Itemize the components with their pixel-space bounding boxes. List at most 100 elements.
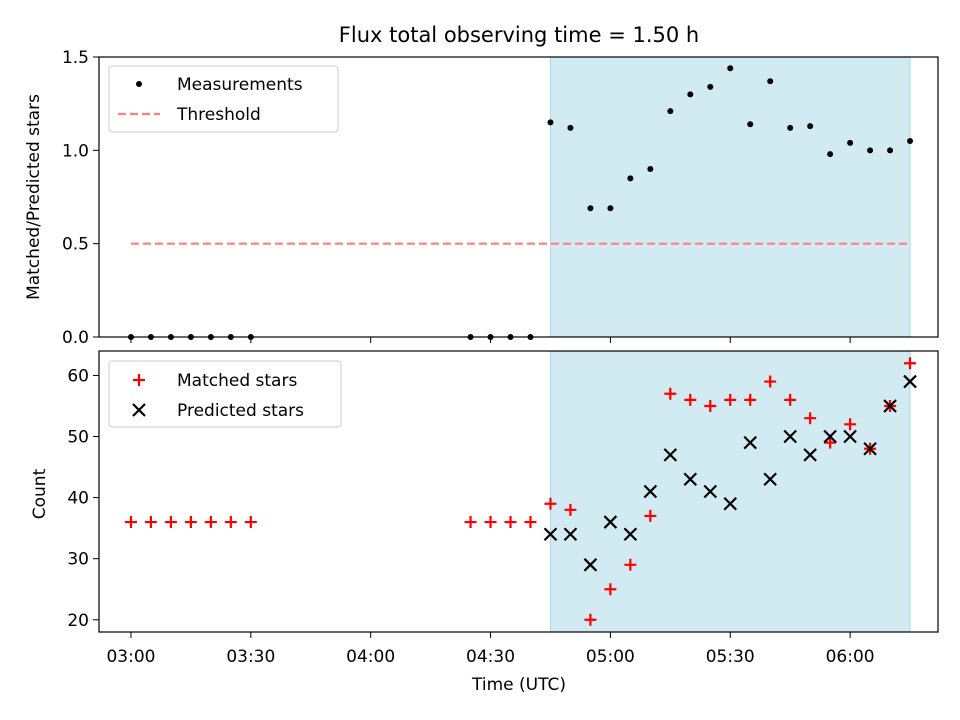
matched-star-point (784, 393, 797, 406)
legend-matched-marker (133, 374, 145, 386)
x-axis-label: Time (UTC) (471, 675, 566, 695)
matched-star-point (164, 516, 177, 529)
legend-measurements-marker (136, 81, 142, 87)
matched-star-point (664, 387, 677, 400)
matched-star-point (684, 393, 697, 406)
matched-star-point (804, 412, 817, 425)
bottom-panel: 20 30 40 50 60 03:00 03:30 04:00 04:30 05:00 05:30… (67, 350, 939, 667)
top-axes-frame (98, 56, 939, 338)
measurement-point (687, 91, 694, 98)
predicted-star-point (723, 496, 738, 511)
bottom-x-tick-label: 03:00 (106, 647, 155, 667)
bottom-y-tick-label: 60 (67, 366, 89, 386)
top-y-tick-label: 1.0 (62, 141, 89, 161)
matched-star-point (504, 516, 517, 529)
matched-star-point (604, 583, 617, 596)
bottom-y-tick-label: 30 (67, 550, 89, 570)
measurement-point (627, 175, 634, 182)
bottom-y-axis-label: Count (30, 468, 50, 519)
predicted-star-point (823, 429, 837, 444)
matched-star-point (244, 516, 257, 529)
matched-star-point (744, 393, 757, 406)
bottom-y-tick-label: 40 (67, 489, 89, 509)
predicted-star-point (583, 558, 598, 572)
measurement-point (567, 124, 574, 131)
matched-star-point (144, 516, 157, 529)
matched-star-point (584, 613, 597, 626)
bottom-x-tick-label: 05:30 (706, 647, 755, 667)
measurement-point (847, 139, 854, 146)
top-chart-title: Flux total observing time = 1.50 h (339, 23, 699, 47)
matched-star-point (564, 503, 577, 516)
matched-star-point (824, 436, 837, 449)
matched-star-point (484, 516, 497, 529)
measurement-point (667, 108, 674, 115)
legend-measurements-label: Measurements (177, 75, 303, 95)
legend-predicted-marker (132, 403, 146, 417)
top-y-tick-label: 0.5 (62, 235, 89, 255)
bottom-y-tick-label: 20 (67, 611, 89, 631)
predicted-star-point (603, 515, 618, 529)
matched-star-point (224, 516, 237, 529)
bottom-x-tick-label: 03:30 (226, 647, 275, 667)
matched-star-point (724, 393, 737, 406)
top-legend: Measurements Threshold (108, 65, 339, 133)
predicted-star-point (623, 527, 638, 542)
bottom-axes-frame (98, 350, 939, 633)
measurement-point (747, 121, 754, 128)
measurement-point (767, 78, 774, 85)
bottom-legend-box (108, 360, 342, 428)
measurement-point (587, 205, 594, 212)
top-legend-box (108, 65, 339, 133)
predicted-star-point (903, 374, 917, 389)
measurement-point (867, 147, 874, 154)
measurement-point (907, 138, 914, 144)
top-y-tick-label: 0.0 (62, 328, 89, 348)
matched-star-point (764, 375, 777, 388)
measurement-point (787, 124, 794, 131)
predicted-star-point (763, 472, 777, 487)
predicted-star-point (743, 435, 758, 450)
observation-window-shade (549, 56, 911, 338)
predicted-star-point (843, 429, 857, 444)
predicted-star-point (783, 429, 797, 444)
legend-predicted-label: Predicted stars (177, 401, 304, 421)
measurement-point (807, 123, 814, 130)
matched-star-point (704, 399, 717, 412)
bottom-y-tick-label: 50 (67, 428, 89, 448)
predicted-star-point (683, 472, 698, 487)
matched-star-point (904, 357, 917, 370)
matched-star-point (464, 516, 477, 529)
measurement-point (827, 151, 834, 158)
measurement-point (607, 205, 614, 212)
bottom-legend: Matched stars Predicted stars (108, 360, 342, 428)
bottom-x-tick-label: 04:00 (346, 647, 395, 667)
bottom-x-tick-label: 05:00 (586, 647, 635, 667)
measurement-point (707, 83, 714, 90)
measurement-point (647, 166, 654, 172)
predicted-star-point (803, 448, 817, 462)
predicted-star-point (883, 399, 897, 413)
predicted-star-point (663, 448, 678, 462)
predicted-star-point (643, 484, 658, 499)
matched-star-point (524, 516, 537, 529)
predicted-star-point (543, 527, 558, 542)
matched-star-point (844, 418, 857, 431)
measurement-point (547, 119, 554, 126)
top-y-axis-label: Matched/Predicted stars (24, 94, 44, 300)
matched-star-point (624, 558, 637, 571)
bottom-x-tick-label: 06:00 (826, 647, 875, 667)
legend-matched-label: Matched stars (177, 371, 297, 391)
legend-threshold-label: Threshold (176, 105, 261, 125)
axis-text: Flux total observing time = 1.50 h Match… (24, 23, 699, 695)
top-panel: 0.0 0.5 1.0 1.5 Measurements Threshold (62, 48, 939, 348)
predicted-star-point (703, 484, 718, 499)
bottom-x-tick-label: 04:30 (466, 647, 515, 667)
measurement-point (727, 65, 734, 72)
matched-star-point (204, 516, 217, 529)
measurement-point (887, 147, 894, 154)
predicted-star-point (863, 441, 877, 456)
matched-star-point (544, 497, 557, 510)
matched-star-point (644, 509, 657, 522)
